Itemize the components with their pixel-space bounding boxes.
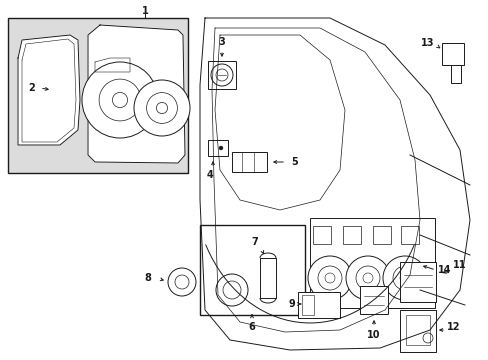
Bar xyxy=(405,315,429,345)
Text: 13: 13 xyxy=(420,38,434,48)
Bar xyxy=(231,152,266,172)
Bar xyxy=(297,292,339,318)
Text: 9: 9 xyxy=(288,299,295,309)
Text: 4: 4 xyxy=(206,170,213,180)
Bar xyxy=(450,65,460,83)
Text: 7: 7 xyxy=(251,237,258,247)
Bar xyxy=(399,262,435,302)
Circle shape xyxy=(219,146,223,150)
Text: 2: 2 xyxy=(29,83,35,93)
Bar xyxy=(441,43,463,65)
Text: 11: 11 xyxy=(452,260,466,270)
Circle shape xyxy=(168,268,196,296)
Polygon shape xyxy=(88,25,184,163)
Text: 12: 12 xyxy=(447,322,460,332)
Bar xyxy=(309,218,434,308)
Circle shape xyxy=(382,256,426,300)
Bar xyxy=(399,310,435,352)
Text: 6: 6 xyxy=(248,322,255,332)
Text: 8: 8 xyxy=(144,273,151,283)
Circle shape xyxy=(223,281,241,299)
Text: 10: 10 xyxy=(366,330,380,340)
Bar xyxy=(200,225,305,315)
Bar xyxy=(400,226,418,244)
Bar xyxy=(8,18,187,173)
Bar xyxy=(260,258,275,298)
Bar xyxy=(207,140,227,156)
Circle shape xyxy=(82,62,158,138)
Bar xyxy=(359,286,387,314)
Circle shape xyxy=(134,80,190,136)
Circle shape xyxy=(307,256,351,300)
Polygon shape xyxy=(18,35,80,145)
Text: 14: 14 xyxy=(437,265,451,275)
Bar xyxy=(302,295,313,315)
Bar xyxy=(342,226,360,244)
Bar xyxy=(312,226,330,244)
Text: 5: 5 xyxy=(291,157,298,167)
Bar xyxy=(372,226,390,244)
Text: 1: 1 xyxy=(142,6,148,16)
Text: 3: 3 xyxy=(218,37,225,47)
Bar xyxy=(207,61,236,89)
Circle shape xyxy=(210,64,232,86)
Circle shape xyxy=(216,274,247,306)
Circle shape xyxy=(346,256,389,300)
